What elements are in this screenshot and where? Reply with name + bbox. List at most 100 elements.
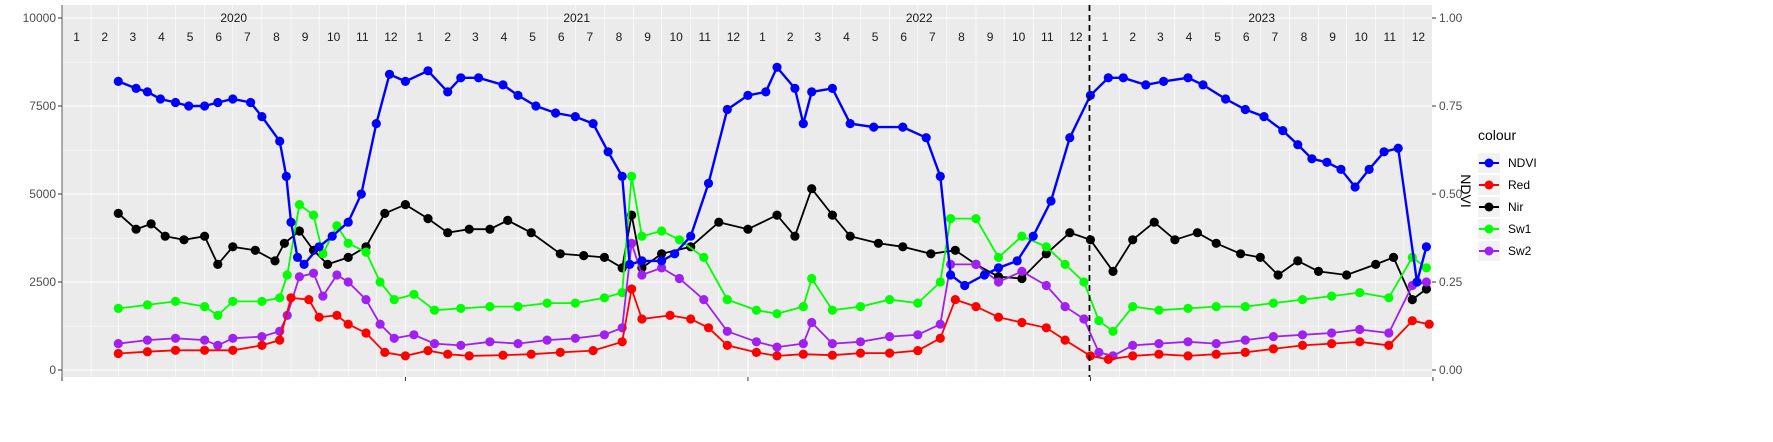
data-point-sw2 (699, 295, 709, 305)
data-point-red (772, 351, 782, 361)
data-point-ndvi (292, 252, 303, 262)
data-point-sw2 (409, 330, 419, 340)
legend-key-red: Red (1478, 175, 1530, 195)
data-point-sw1 (170, 296, 181, 306)
data-point-ndvi (228, 94, 238, 104)
data-point-ndvi (551, 108, 561, 118)
data-point-ndvi (170, 97, 181, 108)
month-label: 2 (444, 30, 451, 44)
data-point-nir (898, 242, 908, 252)
data-point-ndvi (790, 83, 800, 93)
data-point-nir (1273, 270, 1283, 280)
data-point-red (170, 345, 181, 355)
data-point-sw1 (807, 273, 817, 284)
data-point-sw1 (294, 200, 304, 210)
data-point-sw2 (1017, 266, 1027, 276)
data-point-ndvi (617, 171, 627, 181)
data-point-sw2 (200, 335, 210, 345)
data-point-ndvi (657, 256, 667, 266)
data-point-nir (743, 224, 753, 234)
data-point-ndvi (979, 270, 990, 280)
data-point-sw2 (361, 295, 371, 305)
data-point-ndvi (327, 231, 337, 241)
data-point-sw1 (113, 303, 123, 313)
data-point-ndvi (356, 189, 366, 199)
data-point-sw1 (935, 277, 945, 287)
data-point-sw2 (1421, 277, 1431, 287)
data-point-sw2 (257, 332, 267, 342)
data-point-sw2 (1211, 339, 1221, 349)
data-point-nir (599, 252, 610, 262)
month-label: 1 (759, 30, 766, 44)
data-point-ndvi (213, 97, 223, 108)
data-point-sw1 (1268, 298, 1278, 308)
data-point-red (950, 295, 960, 305)
data-point-sw2 (389, 333, 399, 343)
month-label: 10 (1354, 30, 1368, 44)
data-point-sw2 (513, 339, 523, 349)
data-point-nir (423, 214, 433, 224)
data-point-sw2 (375, 319, 385, 329)
month-label: 10 (1012, 30, 1026, 44)
data-point-sw1 (1017, 231, 1027, 241)
data-point-red (1060, 335, 1070, 345)
data-point-sw2 (1041, 280, 1051, 291)
data-point-sw1 (1128, 302, 1138, 312)
data-point-nir (380, 208, 390, 218)
data-point-sw2 (885, 332, 895, 342)
data-point-nir (279, 238, 289, 248)
month-label: 2 (787, 30, 794, 44)
data-point-ndvi (1421, 242, 1431, 252)
month-labels: 1 2 3 4 5 6 7 8 9 10 11 12 1 2 3 4 5 6 7 8 9 10 11 12 1 2 3 4 5 6 7 8 9 1… (73, 30, 1425, 44)
left-tick-label: 10000 (23, 11, 57, 25)
data-point-red (498, 350, 508, 360)
legend-key-marker (1484, 180, 1494, 190)
right-tick-label: 1.00 (1439, 11, 1463, 25)
data-point-ndvi (400, 76, 410, 86)
data-point-sw2 (772, 342, 782, 352)
data-point-sw2 (657, 263, 667, 273)
data-point-red (1424, 319, 1434, 329)
data-point-nir (1211, 238, 1221, 248)
data-point-ndvi (1259, 112, 1269, 122)
data-point-sw1 (617, 288, 627, 298)
data-point-sw1 (772, 309, 782, 319)
data-point-sw1 (1327, 291, 1337, 301)
data-point-red (314, 312, 324, 322)
month-label: 8 (958, 30, 965, 44)
legend-key-marker (1484, 246, 1494, 256)
data-point-sw1 (1240, 302, 1250, 312)
data-point-ndvi (1103, 73, 1113, 83)
data-point-nir (160, 231, 170, 241)
data-point-nir (131, 224, 141, 234)
data-point-nir (1149, 217, 1159, 227)
data-point-sw2 (1154, 339, 1164, 349)
data-point-ndvi (200, 101, 210, 111)
data-point-ndvi (371, 119, 381, 129)
data-point-red (993, 312, 1004, 322)
data-point-ndvi (960, 280, 970, 291)
month-label: 2 (101, 30, 108, 44)
data-point-red (142, 347, 152, 357)
data-point-red (935, 333, 945, 343)
series-red (113, 284, 1434, 364)
series-sw2 (113, 238, 1431, 361)
month-label: 9 (302, 30, 309, 44)
data-point-sw2 (542, 335, 552, 345)
data-point-ndvi (807, 87, 817, 97)
data-point-red (1297, 340, 1308, 350)
data-point-sw2 (1079, 314, 1089, 324)
data-point-red (1407, 316, 1417, 326)
data-point-ndvi (603, 147, 613, 157)
month-label: 4 (501, 30, 508, 44)
data-point-red (200, 345, 210, 355)
data-point-nir (443, 228, 453, 238)
data-point-red (526, 349, 536, 359)
data-point-sw2 (1384, 328, 1394, 338)
data-point-nir (1293, 256, 1303, 266)
right-tick-label: 0.00 (1439, 363, 1463, 377)
month-label: 6 (1243, 30, 1250, 44)
month-label: 3 (472, 30, 479, 44)
data-point-sw1 (699, 252, 709, 262)
data-point-red (343, 319, 353, 329)
